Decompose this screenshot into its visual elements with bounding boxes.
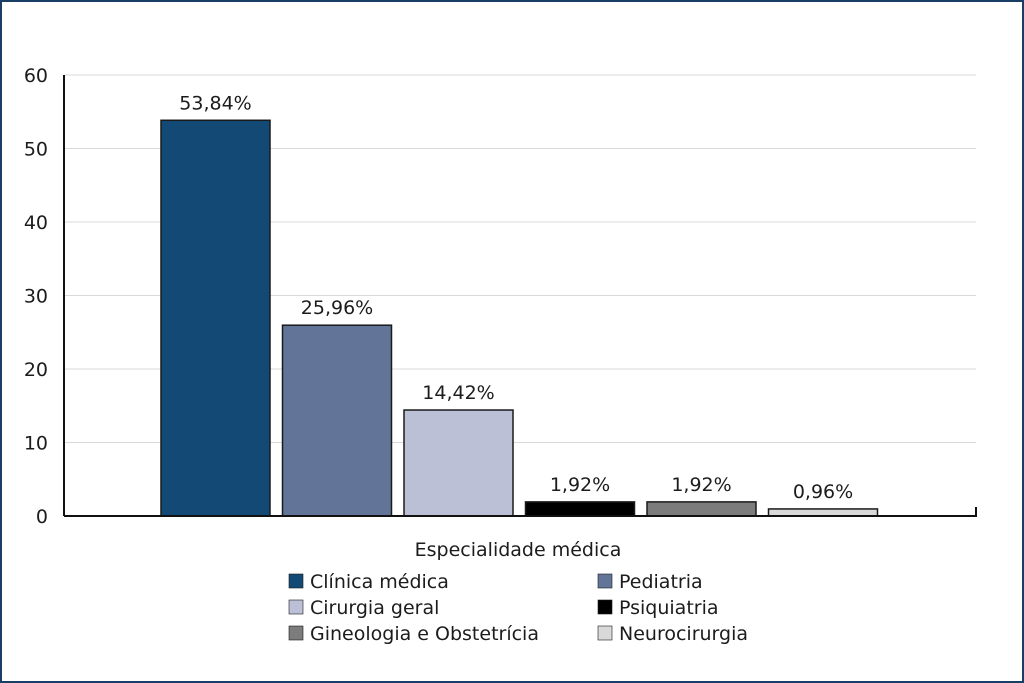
legend-item-label: Psiquiatria — [619, 597, 719, 619]
bars — [160, 119, 879, 517]
legend-item-label: Neurocirurgia — [619, 623, 748, 645]
legend-item-label: Cirurgia geral — [310, 597, 439, 619]
legend: Clínica médica Pediatria Cirurgia geral Psi… — [288, 571, 748, 645]
value-label: 1,92% — [671, 474, 731, 496]
legend-swatch — [597, 625, 613, 641]
legend-item-label: Clínica médica — [310, 571, 449, 593]
x-axis-title: Especialidade médica — [415, 539, 622, 561]
value-label: 53,84% — [179, 92, 251, 114]
bar-2 — [281, 324, 393, 517]
bar-6 — [767, 508, 879, 517]
legend-item-label: Pediatria — [619, 571, 703, 593]
data-labels: 53,84% 25,96% 14,42% 1,92% 1,92% 0,96% — [179, 92, 853, 503]
bar-5 — [646, 501, 757, 517]
y-tick-label: 0 — [36, 506, 48, 528]
legend-swatch — [288, 625, 304, 641]
y-axis-ticks: 0 10 20 30 40 50 60 — [24, 65, 48, 528]
legend-swatch — [597, 599, 613, 615]
legend-swatch — [288, 573, 304, 589]
y-tick-label: 10 — [24, 433, 48, 455]
y-tick-label: 20 — [24, 359, 48, 381]
legend-swatch — [597, 573, 613, 589]
value-label: 1,92% — [550, 474, 610, 496]
y-tick-label: 50 — [24, 139, 48, 161]
value-label: 25,96% — [301, 297, 373, 319]
bar-1 — [160, 119, 271, 517]
y-tick-label: 60 — [24, 65, 48, 87]
y-tick-label: 30 — [24, 286, 48, 308]
value-label: 0,96% — [793, 481, 853, 503]
value-label: 14,42% — [422, 382, 494, 404]
legend-item-label: Gineologia e Obstetrícia — [310, 623, 539, 645]
y-tick-label: 40 — [24, 212, 48, 234]
bar-4 — [524, 501, 636, 517]
bar-3 — [403, 409, 514, 517]
legend-swatch — [288, 599, 304, 615]
